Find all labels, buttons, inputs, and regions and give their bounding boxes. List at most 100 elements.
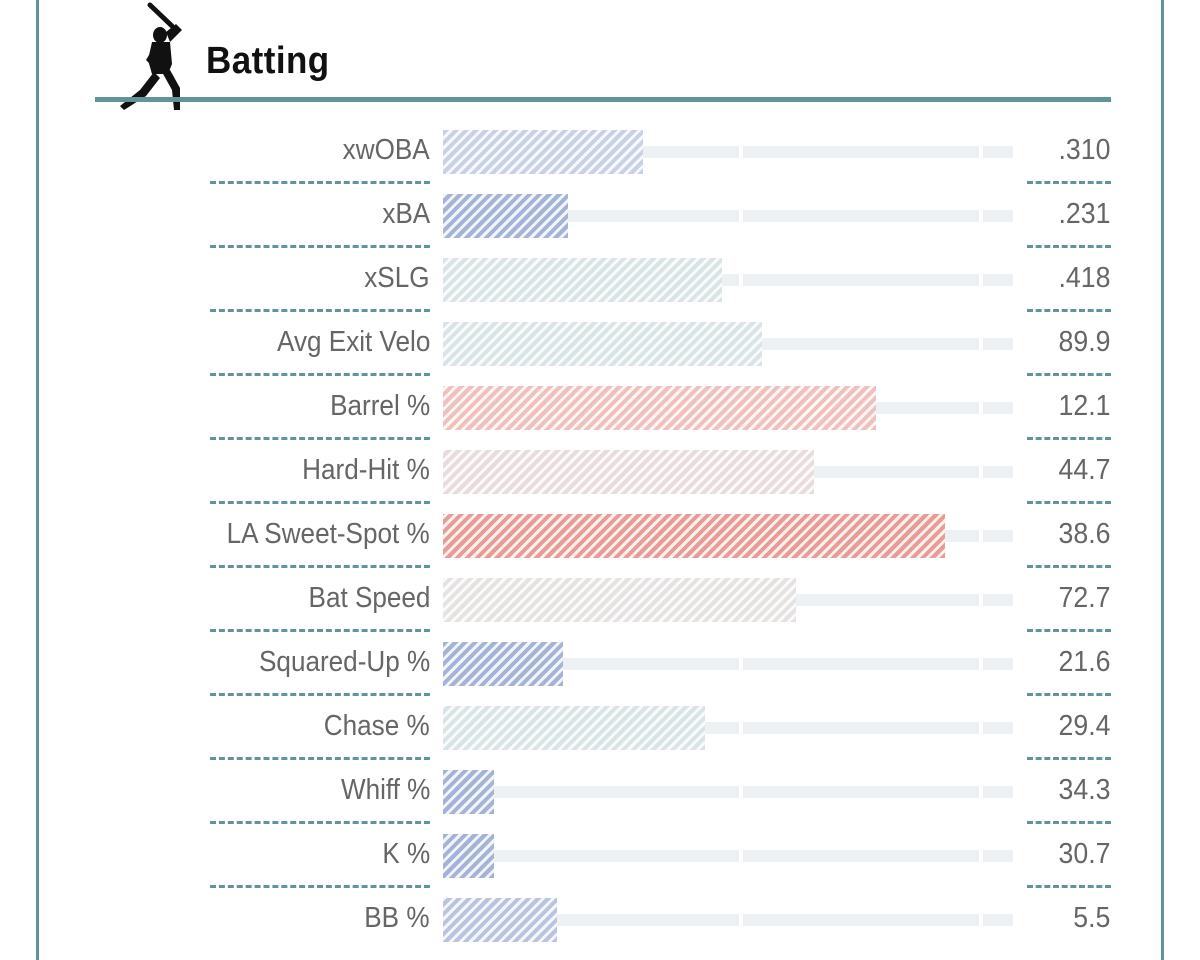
percentile-bar <box>443 450 814 494</box>
stat-label: xSLG <box>364 262 430 294</box>
row-divider-right <box>1027 245 1111 248</box>
stat-label: BB % <box>364 902 430 934</box>
stat-value: 30.7 <box>1058 838 1110 870</box>
page-title: Batting <box>206 40 330 82</box>
row-divider-right <box>1027 373 1111 376</box>
stat-row-bb: BB % 5.5 <box>0 888 1200 952</box>
stat-value: .418 <box>1058 262 1110 294</box>
row-divider-right <box>1027 885 1111 888</box>
row-divider-left <box>210 821 430 824</box>
bar-track <box>443 914 1013 926</box>
stat-label: Squared-Up % <box>258 646 430 678</box>
bar-track <box>443 658 1013 670</box>
track-notch <box>979 402 983 414</box>
stat-row-barrel: Barrel % 12.1 <box>0 376 1200 440</box>
track-notch <box>979 914 983 926</box>
track-notch <box>979 146 983 158</box>
track-notch <box>739 850 743 862</box>
stat-row-k: K % 30.7 <box>0 824 1200 888</box>
stat-row-bat-speed: Bat Speed 72.7 <box>0 568 1200 632</box>
row-divider-left <box>210 245 430 248</box>
track-notch <box>739 210 743 222</box>
stat-row-xba: xBA .231 <box>0 184 1200 248</box>
track-notch <box>979 530 983 542</box>
percentile-bar <box>443 834 494 878</box>
stat-label: Barrel % <box>329 390 430 422</box>
row-divider-right <box>1027 757 1111 760</box>
track-notch <box>739 146 743 158</box>
track-notch <box>979 658 983 670</box>
percentile-bar <box>443 706 705 750</box>
stat-label: Avg Exit Velo <box>276 326 430 358</box>
stat-value: .231 <box>1058 198 1110 230</box>
percentile-bar <box>443 514 945 558</box>
stat-value: 89.9 <box>1058 326 1110 358</box>
stat-value: 29.4 <box>1058 710 1110 742</box>
stat-row-avg-exit-velo: Avg Exit Velo 89.9 <box>0 312 1200 376</box>
stat-row-whiff: Whiff % 34.3 <box>0 760 1200 824</box>
row-divider-right <box>1027 437 1111 440</box>
row-divider-left <box>210 629 430 632</box>
row-divider-right <box>1027 309 1111 312</box>
frame-left-border <box>36 0 39 960</box>
track-notch <box>979 274 983 286</box>
percentile-bar <box>443 130 643 174</box>
stat-row-squared-up: Squared-Up % 21.6 <box>0 632 1200 696</box>
track-notch <box>979 722 983 734</box>
stat-value: 12.1 <box>1058 390 1110 422</box>
track-notch <box>739 658 743 670</box>
row-divider-left <box>210 693 430 696</box>
track-notch <box>979 850 983 862</box>
row-divider-left <box>210 437 430 440</box>
track-notch <box>979 466 983 478</box>
row-divider-left <box>210 309 430 312</box>
stat-label: LA Sweet-Spot % <box>226 518 430 550</box>
row-divider-right <box>1027 565 1111 568</box>
stat-label: xBA <box>382 198 430 230</box>
row-divider-right <box>1027 821 1111 824</box>
row-divider-left <box>210 501 430 504</box>
stat-value: 44.7 <box>1058 454 1110 486</box>
percentile-bar <box>443 386 876 430</box>
stat-value: 21.6 <box>1058 646 1110 678</box>
bar-track <box>443 786 1013 798</box>
row-divider-left <box>210 181 430 184</box>
stat-value: 72.7 <box>1058 582 1110 614</box>
percentile-bar <box>443 642 563 686</box>
percentile-bar <box>443 898 557 942</box>
percentile-bar <box>443 258 722 302</box>
track-notch <box>979 594 983 606</box>
stat-label: Chase % <box>324 710 430 742</box>
title-underline <box>95 97 1111 102</box>
track-notch <box>739 786 743 798</box>
track-notch <box>739 914 743 926</box>
row-divider-left <box>210 885 430 888</box>
stat-label: xwOBA <box>342 134 430 166</box>
stat-row-la-sweet-spot: LA Sweet-Spot % 38.6 <box>0 504 1200 568</box>
row-divider-left <box>210 565 430 568</box>
stat-label: Hard-Hit % <box>302 454 430 486</box>
stat-label: Whiff % <box>340 774 430 806</box>
row-divider-left <box>210 757 430 760</box>
stat-label: K % <box>382 838 430 870</box>
percentile-bar <box>443 578 796 622</box>
section-header: Batting <box>0 0 1200 110</box>
track-notch <box>979 786 983 798</box>
percentile-bar <box>443 194 568 238</box>
percentile-bar <box>443 322 762 366</box>
row-divider-right <box>1027 629 1111 632</box>
stat-row-xwoba: xwOBA .310 <box>0 120 1200 184</box>
stat-value: .310 <box>1058 134 1110 166</box>
stat-row-chase: Chase % 29.4 <box>0 696 1200 760</box>
bar-track <box>443 850 1013 862</box>
bar-track <box>443 210 1013 222</box>
track-notch <box>739 274 743 286</box>
row-divider-left <box>210 373 430 376</box>
track-notch <box>739 722 743 734</box>
percentile-bar <box>443 770 494 814</box>
row-divider-right <box>1027 501 1111 504</box>
stat-label: Bat Speed <box>308 582 430 614</box>
stat-value: 38.6 <box>1058 518 1110 550</box>
track-notch <box>979 210 983 222</box>
frame-right-border <box>1161 0 1164 960</box>
